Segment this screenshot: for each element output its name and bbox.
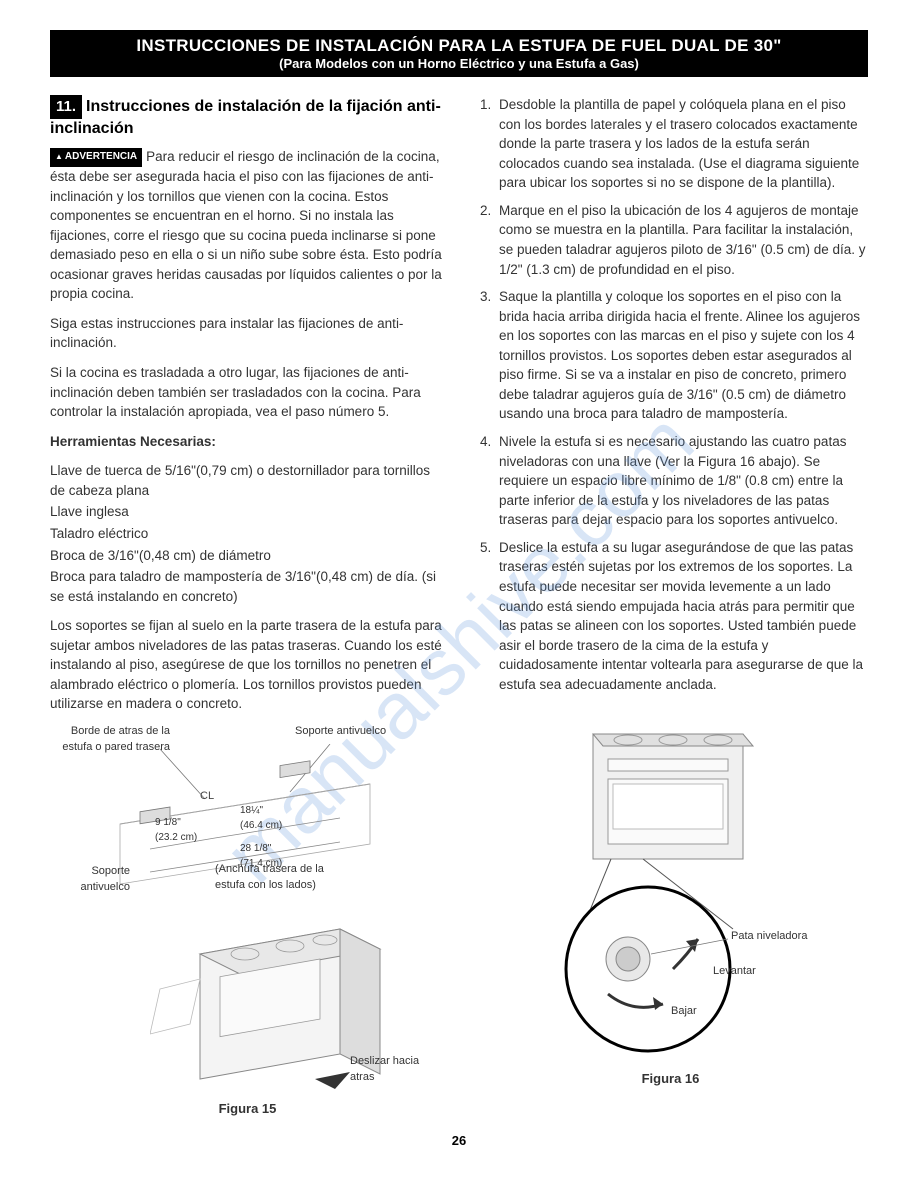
leg-label: Pata niveladora — [731, 929, 807, 945]
width-note: (Anchura trasera de la estufa con los la… — [215, 862, 355, 894]
step-item: Nivele la estufa si es necesario ajustan… — [495, 432, 868, 530]
tool-item: Llave de tuerca de 5/16"(0,79 cm) o dest… — [50, 461, 445, 500]
tool-item: Llave inglesa — [50, 502, 445, 522]
step-item: Desdoble la plantilla de papel y colóque… — [495, 95, 868, 193]
cl-label: CL — [200, 790, 214, 802]
two-column-layout: 11.Instrucciones de instalación de la fi… — [50, 95, 868, 1119]
paragraph: Si la cocina es trasladada a otro lugar,… — [50, 363, 445, 422]
header-banner: INSTRUCCIONES DE INSTALACIÓN PARA LA EST… — [50, 30, 868, 77]
warning-paragraph: ADVERTENCIAPara reducir el riesgo de inc… — [50, 147, 445, 304]
dim1: 9 1/8"(23.2 cm) — [155, 816, 197, 845]
callout-left-bracket: Soporte antivuelco — [50, 864, 130, 896]
right-column: Desdoble la plantilla de papel y colóque… — [473, 95, 868, 1119]
tools-list: Llave de tuerca de 5/16"(0,79 cm) o dest… — [50, 461, 445, 606]
advertencia-badge: ADVERTENCIA — [50, 148, 142, 167]
figure-15-label: Figura 15 — [50, 1100, 445, 1119]
tool-item: Broca para taladro de mampostería de 3/1… — [50, 567, 445, 606]
figure-16-label: Figura 16 — [473, 1070, 868, 1089]
step-item: Marque en el piso la ubicación de los 4 … — [495, 201, 868, 279]
section-title: 11.Instrucciones de instalación de la fi… — [50, 95, 445, 139]
tool-item: Broca de 3/16"(0,48 cm) de diámetro — [50, 546, 445, 566]
dim2: 18¼"(46.4 cm) — [240, 804, 282, 833]
figure-15-area: Borde de atras de la estufa o pared tras… — [50, 724, 445, 1094]
slide-label: Deslizar hacia atras — [350, 1054, 420, 1086]
figure-16-area: Pata niveladora Levantar Bajar — [473, 704, 868, 1064]
warning-text: Para reducir el riesgo de inclinación de… — [50, 149, 442, 301]
lower-label: Bajar — [671, 1004, 697, 1020]
callout-bracket: Soporte antivuelco — [295, 724, 386, 740]
paragraph: Siga estas instrucciones para instalar l… — [50, 314, 445, 353]
step-number-box: 11. — [50, 95, 82, 119]
section-title-text: Instrucciones de instalación de la fijac… — [50, 98, 441, 137]
step-item: Saque la plantilla y coloque los soporte… — [495, 287, 868, 424]
raise-label: Levantar — [713, 964, 756, 980]
tools-heading: Herramientas Necesarias: — [50, 432, 445, 452]
header-subtitle: (Para Modelos con un Horno Eléctrico y u… — [60, 56, 858, 71]
left-column: 11.Instrucciones de instalación de la fi… — [50, 95, 445, 1119]
page-number: 26 — [50, 1133, 868, 1148]
steps-list: Desdoble la plantilla de papel y colóque… — [473, 95, 868, 694]
header-title: INSTRUCCIONES DE INSTALACIÓN PARA LA EST… — [60, 36, 858, 56]
step-item: Deslice la estufa a su lugar asegurándos… — [495, 538, 868, 695]
tool-item: Taladro eléctrico — [50, 524, 445, 544]
paragraph: Los soportes se fijan al suelo en la par… — [50, 616, 445, 714]
figure-16-svg — [473, 704, 863, 1054]
